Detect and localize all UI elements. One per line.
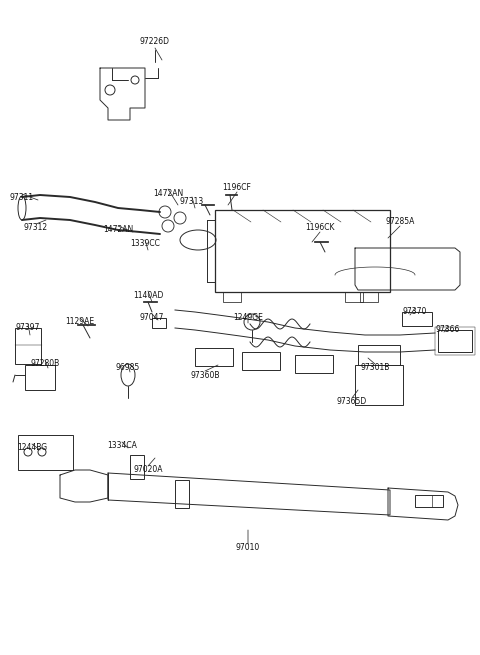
Bar [215, 210, 390, 292]
Bar [15, 328, 41, 364]
Text: 1196CK: 1196CK [305, 223, 335, 233]
Text: 97010: 97010 [236, 544, 260, 553]
Bar [195, 348, 233, 366]
Bar [152, 318, 166, 328]
Text: 1472AN: 1472AN [153, 189, 183, 198]
Text: 97366: 97366 [436, 326, 460, 335]
Bar [360, 292, 378, 302]
Text: 1196CF: 1196CF [223, 183, 252, 193]
Text: 1244BG: 1244BG [17, 443, 47, 453]
Text: 97365D: 97365D [337, 398, 367, 407]
Bar [25, 365, 55, 390]
Bar [242, 352, 280, 370]
Bar [130, 455, 144, 479]
Bar [355, 365, 403, 405]
Text: 97047: 97047 [140, 314, 164, 322]
Bar [223, 292, 241, 302]
Text: 1129AE: 1129AE [65, 318, 95, 326]
Text: 1249GE: 1249GE [233, 314, 263, 322]
Text: 1334CA: 1334CA [107, 441, 137, 451]
Text: 97397: 97397 [16, 324, 40, 333]
Bar [175, 480, 189, 508]
Bar [18, 435, 73, 470]
Bar [438, 330, 472, 352]
Bar [358, 345, 400, 365]
Bar [295, 355, 333, 373]
Text: 1472AN: 1472AN [103, 225, 133, 234]
Text: 96985: 96985 [116, 364, 140, 373]
Bar [415, 495, 443, 507]
Text: 1339CC: 1339CC [130, 240, 160, 248]
Text: 97370: 97370 [403, 307, 427, 316]
Text: 97360B: 97360B [190, 371, 220, 379]
Bar [345, 292, 363, 302]
Text: 97285A: 97285A [385, 217, 415, 227]
Bar [435, 327, 475, 355]
Text: 1140AD: 1140AD [133, 291, 163, 299]
Text: 97280B: 97280B [30, 360, 60, 369]
Text: 97226D: 97226D [140, 37, 170, 47]
Text: 97312: 97312 [24, 223, 48, 233]
Text: 97313: 97313 [180, 196, 204, 206]
Bar [402, 312, 432, 326]
Text: 97301B: 97301B [360, 364, 390, 373]
Text: 97311: 97311 [10, 193, 34, 202]
Text: 97020A: 97020A [133, 466, 163, 474]
